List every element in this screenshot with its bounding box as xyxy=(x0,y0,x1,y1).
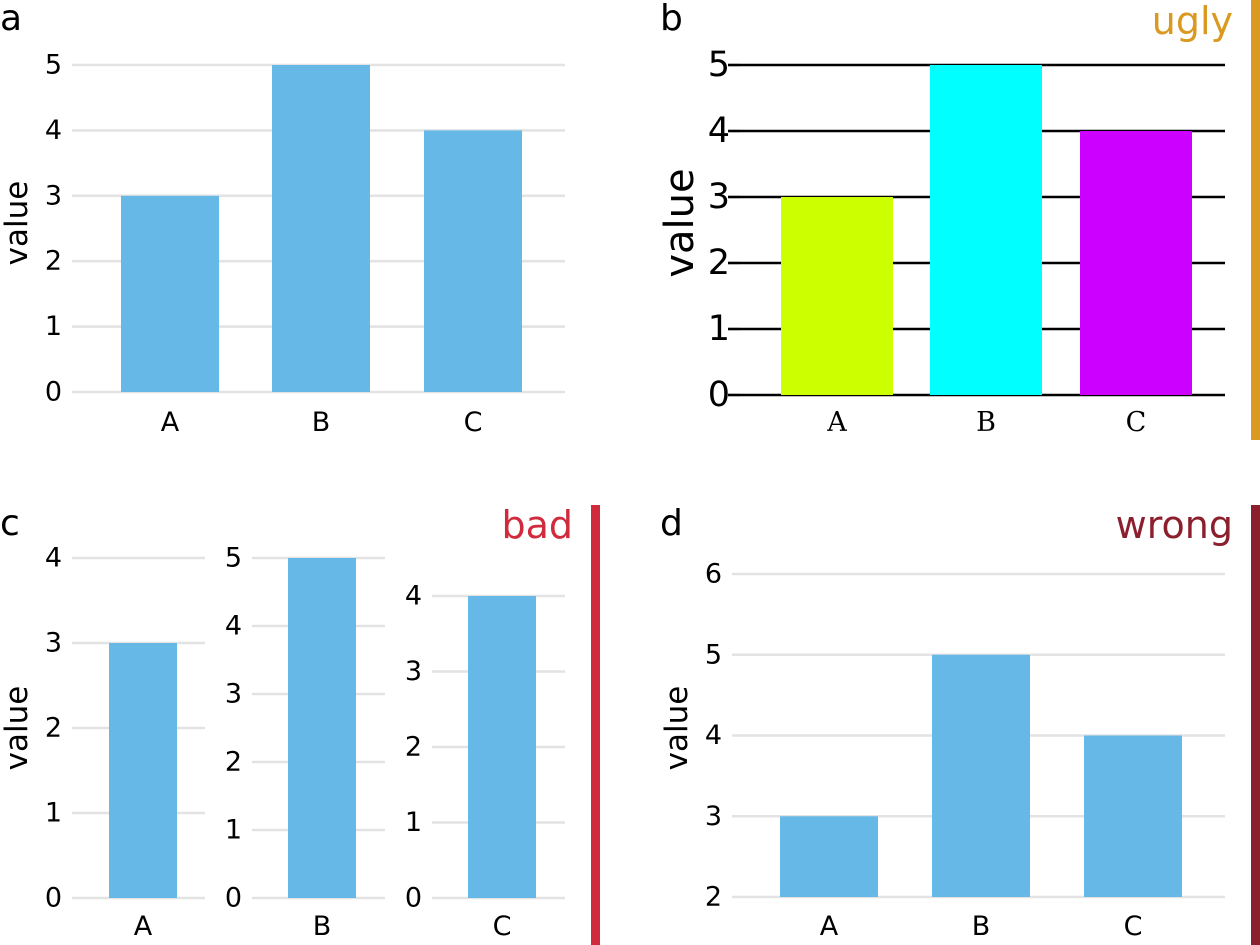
panel-a-xtick-label: C xyxy=(464,407,483,438)
panel-c-sub3-xtick-label: C xyxy=(493,911,512,942)
panel-b-ytick-label: 1 xyxy=(708,309,730,349)
panel-d-ytick-label: 2 xyxy=(705,882,722,913)
panel-d-bar-B xyxy=(932,654,1030,897)
panel-c-sub3-ytick-label: 0 xyxy=(405,883,422,914)
panel-a-ytick-label: 4 xyxy=(45,115,62,146)
panel-d-plot: 2 3 4 5 6 A B C xyxy=(705,559,1225,942)
panel-a-bar-A xyxy=(121,195,219,392)
panel-c-plot: 0 1 2 3 4 A 0 1 2 3 4 5 B 0 1 2 3 4 C xyxy=(45,543,565,942)
panel-c-sub2-ytick-label: 1 xyxy=(225,815,242,846)
panel-label-d: d xyxy=(660,503,683,544)
panel-c-sub2-xtick-label: B xyxy=(313,911,332,942)
panel-a-ytick-label: 0 xyxy=(45,377,62,408)
tag-ugly: ugly xyxy=(1152,0,1233,43)
tag-bad-bar xyxy=(591,505,600,945)
panel-c-sub1-ytick-label: 0 xyxy=(45,883,62,914)
panel-c-sub2-ytick-label: 2 xyxy=(225,747,242,778)
panel-d-ytick-label: 6 xyxy=(705,559,722,590)
panel-c-sub3-ytick-label: 2 xyxy=(405,732,422,763)
panel-label-c: c xyxy=(0,503,20,544)
panel-c-sub2-ytick-label: 0 xyxy=(225,883,242,914)
panel-a-plot: 0 1 2 3 4 5 A B C xyxy=(45,50,565,438)
panel-d-ytick-label: 3 xyxy=(705,801,722,832)
panel-d-ytick-label: 5 xyxy=(705,639,722,670)
panel-b-xtick-label: A xyxy=(826,407,847,438)
panel-d-ylabel: value xyxy=(659,686,695,771)
panel-c-sub1-ytick-label: 2 xyxy=(45,713,62,744)
panel-b-bar-B xyxy=(930,65,1042,395)
panel-c-sub1-ytick-label: 4 xyxy=(45,543,62,574)
panel-b-ylabel: value xyxy=(657,168,703,277)
panel-b-bar-A xyxy=(781,197,893,395)
panel-c-sub1-ytick-label: 1 xyxy=(45,798,62,829)
panel-a-ylabel: value xyxy=(0,181,35,266)
panel-b-ytick-label: 2 xyxy=(708,243,730,283)
panel-label-b: b xyxy=(660,0,683,39)
panel-b-plot: 0 1 2 3 4 5 A B C xyxy=(708,45,1225,438)
panel-a-bar-C xyxy=(424,130,522,392)
panel-a-ytick-label: 2 xyxy=(45,246,62,277)
panel-d-ytick-label: 4 xyxy=(705,720,722,751)
panel-c-sub3-bar-C xyxy=(468,596,536,898)
panel-c-ylabel: value xyxy=(0,686,35,771)
panel-a-bar-B xyxy=(272,65,370,392)
panel-d-xtick-label: A xyxy=(820,911,839,942)
panel-a-ytick-label: 3 xyxy=(45,180,62,211)
tag-wrong-bar xyxy=(1251,505,1260,945)
panel-a-ytick-label: 5 xyxy=(45,50,62,81)
panel-c-sub3-ytick-label: 3 xyxy=(405,656,422,687)
panel-d-xtick-label: B xyxy=(972,911,991,942)
panel-b-ytick-label: 4 xyxy=(708,111,730,151)
tag-ugly-bar xyxy=(1251,0,1260,440)
panel-d-xtick-label: C xyxy=(1124,911,1143,942)
panel-b-xtick-label: C xyxy=(1126,407,1147,438)
panel-c-sub1-bar-A xyxy=(109,643,177,898)
panel-d-bar-A xyxy=(780,816,878,897)
panel-label-a: a xyxy=(0,0,22,39)
panel-a-xtick-label: B xyxy=(312,407,331,438)
panel-c-sub2-ytick-label: 5 xyxy=(225,543,242,574)
panel-c-sub2-ytick-label: 3 xyxy=(225,679,242,710)
panel-b-xtick-label: B xyxy=(976,407,996,438)
panel-b-bar-C xyxy=(1080,131,1192,395)
panel-b-ytick-label: 5 xyxy=(708,45,730,85)
panel-a-xtick-label: A xyxy=(161,407,180,438)
panel-b-ytick-label: 0 xyxy=(708,375,730,415)
panel-a-ytick-label: 1 xyxy=(45,311,62,342)
tag-wrong: wrong xyxy=(1116,503,1233,547)
tag-bad: bad xyxy=(501,503,573,547)
panel-c-sub1-xtick-label: A xyxy=(134,911,153,942)
panel-c-sub3-ytick-label: 1 xyxy=(405,807,422,838)
panel-c-sub2-ytick-label: 4 xyxy=(225,611,242,642)
panel-d-bar-C xyxy=(1084,735,1182,897)
panel-c-sub3-ytick-label: 4 xyxy=(405,581,422,612)
panel-c-sub2-bar-B xyxy=(288,558,356,898)
panel-c-sub1-ytick-label: 3 xyxy=(45,628,62,659)
panel-b-ytick-label: 3 xyxy=(708,177,730,217)
